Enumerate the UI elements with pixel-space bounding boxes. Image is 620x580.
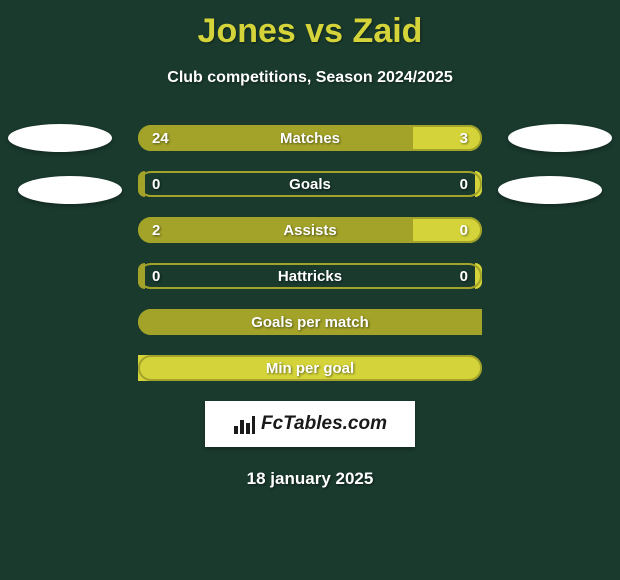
stat-label: Goals (138, 171, 482, 197)
stat-value-right: 3 (460, 125, 468, 151)
stat-value-right: 0 (460, 217, 468, 243)
stat-value-right: 0 (460, 171, 468, 197)
stat-label: Matches (138, 125, 482, 151)
stat-row: Min per goal (138, 355, 482, 381)
player1-name: Jones (198, 12, 296, 50)
player2-badge-ellipse (508, 124, 612, 152)
stat-row: Goals0 0 (138, 171, 482, 197)
stat-label: Hattricks (138, 263, 482, 289)
stat-rows: Matches243Goals00Assists20Hattricks00Goa… (0, 125, 620, 381)
stat-value-right: 0 (460, 263, 468, 289)
stat-value-left: 0 (152, 263, 160, 289)
player2-flag-ellipse (498, 176, 602, 204)
stat-value-left: 2 (152, 217, 160, 243)
stat-label: Goals per match (138, 309, 482, 335)
vs-label: vs (305, 12, 343, 50)
stat-row: Assists2 0 (138, 217, 482, 243)
fctables-watermark: FcTables.com (205, 401, 415, 447)
player1-badge-ellipse (8, 124, 112, 152)
date-label: 18 january 2025 (0, 469, 620, 489)
player2-name: Zaid (353, 12, 423, 50)
stat-row: Goals per match (138, 309, 482, 335)
stat-label: Min per goal (138, 355, 482, 381)
stat-label: Assists (138, 217, 482, 243)
subtitle: Club competitions, Season 2024/2025 (0, 69, 620, 87)
stat-value-left: 0 (152, 171, 160, 197)
stat-row: Hattricks0 0 (138, 263, 482, 289)
page-title: Jones vs Zaid (0, 0, 620, 51)
fctables-text: FcTables.com (261, 413, 387, 435)
stat-value-left: 24 (152, 125, 169, 151)
player1-flag-ellipse (18, 176, 122, 204)
bar-chart-icon (233, 414, 255, 434)
stat-row: Matches24 3 (138, 125, 482, 151)
